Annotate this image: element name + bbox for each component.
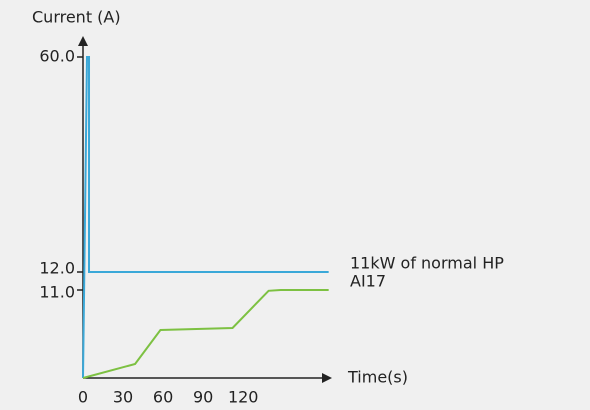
series-line bbox=[82, 289, 329, 379]
y-axis-label: Current (A) bbox=[32, 8, 121, 27]
y-tick-label: 60.0 bbox=[39, 47, 75, 66]
x-tick-label: 30 bbox=[113, 388, 133, 407]
x-axis-label: Time(s) bbox=[347, 368, 408, 387]
y-tick-label: 11.0 bbox=[39, 283, 75, 302]
x-tick-label: 0 bbox=[78, 388, 88, 407]
series-label: AI17 bbox=[350, 272, 386, 291]
y-axis-arrow bbox=[78, 36, 88, 46]
series-label: 11kW of normal HP bbox=[350, 254, 504, 273]
x-tick-label: 120 bbox=[228, 388, 259, 407]
series-line bbox=[82, 56, 329, 379]
x-tick-label: 60 bbox=[153, 388, 173, 407]
y-tick-label: 12.0 bbox=[39, 259, 75, 278]
x-tick-label: 90 bbox=[193, 388, 213, 407]
x-axis-arrow bbox=[322, 373, 332, 383]
